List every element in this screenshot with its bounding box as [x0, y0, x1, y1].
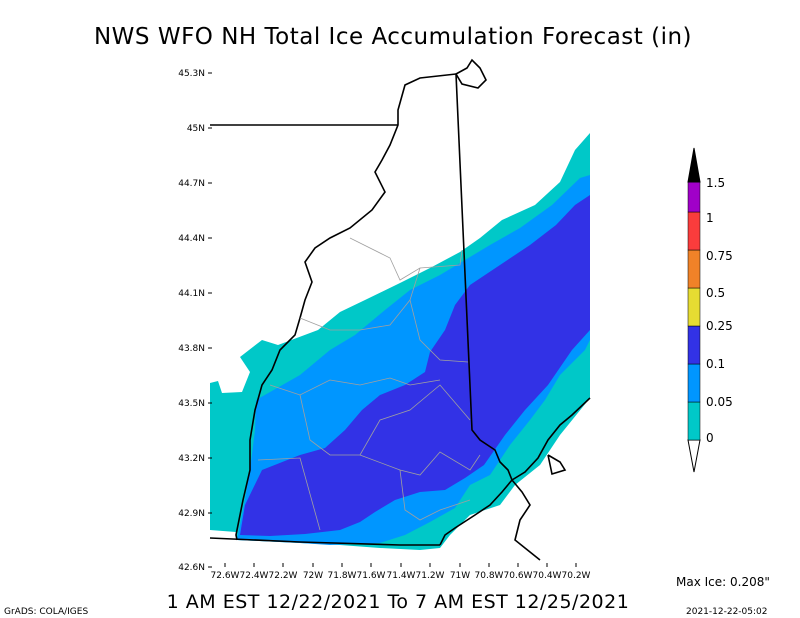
legend-label-3: 0.25: [706, 319, 733, 333]
legend-swatch-0: [687, 439, 701, 473]
legend-label-7: 1.5: [706, 176, 725, 190]
county-lines: [257, 237, 481, 531]
legend-label-5: 0.75: [706, 249, 733, 263]
county-line-carroll: [409, 299, 469, 363]
lat-label-3: 44.4N: [178, 234, 205, 244]
legend-swatch-6: [687, 211, 701, 251]
state-border-south: [209, 537, 440, 546]
legend-label-4: 0.5: [706, 286, 725, 300]
state-border-nh: [454, 58, 487, 89]
ice-band-0-25: [240, 195, 590, 536]
county-line-hillsborough: [257, 451, 481, 531]
legend-label-1: 0.05: [706, 395, 733, 409]
map-subtitle: 1 AM EST 12/22/2021 To 7 AM EST 12/25/20…: [167, 591, 630, 613]
legend-swatch-8: [687, 147, 701, 183]
lat-label-5: 43.8N: [178, 344, 205, 354]
legend-swatch-1: [687, 401, 701, 441]
max-ice-label: Max Ice: 0.208": [676, 575, 770, 589]
lon-label-2: 72.2W: [269, 571, 298, 581]
lon-label-1: 72.4W: [240, 571, 269, 581]
lat-label-6: 43.5N: [178, 399, 205, 409]
legend-swatch-7: [687, 181, 701, 213]
legend-label-2: 0.1: [706, 357, 725, 371]
lon-label-10: 70.6W: [504, 571, 533, 581]
county-line-coos: [349, 237, 463, 281]
lat-label-4: 44.1N: [178, 289, 205, 299]
lat-label-1: 45N: [187, 124, 205, 134]
lon-label-6: 71.4W: [387, 571, 416, 581]
lon-label-3: 72W: [303, 571, 323, 581]
ice-shading: [210, 133, 590, 550]
lat-label-7: 43.2N: [178, 454, 205, 464]
credit-label: GrADS: COLA/IGES: [4, 607, 88, 617]
lat-axis: 45.3N 45N 44.7N 44.4N 44.1N 43.8N 43.5N …: [178, 69, 212, 573]
lat-label-9: 42.6N: [178, 563, 205, 573]
state-border-west: [235, 73, 457, 541]
county-line-grafton: [299, 267, 421, 331]
coastline: [511, 397, 591, 561]
lon-label-5: 71.6W: [357, 571, 386, 581]
legend-swatch-3: [687, 325, 701, 365]
legend-swatch-4: [687, 287, 701, 327]
lon-label-12: 70.2W: [562, 571, 591, 581]
lon-label-8: 71W: [450, 571, 470, 581]
county-line-rockingham: [399, 469, 471, 521]
legend-label-0: 0: [706, 431, 714, 445]
legend-swatch-2: [687, 363, 701, 403]
lon-label-4: 71.8W: [328, 571, 357, 581]
lon-axis: 72.6W 72.4W 72.2W 72W 71.8W 71.6W 71.4W …: [211, 563, 591, 581]
lon-label-7: 71.2W: [416, 571, 445, 581]
legend-swatch-5: [687, 249, 701, 289]
lon-label-9: 70.8W: [475, 571, 504, 581]
boundaries: [209, 58, 591, 561]
color-legend: 0 0.05 0.1 0.25 0.5 0.75 1 1.5: [687, 147, 733, 473]
lat-label-8: 42.9N: [178, 509, 205, 519]
lon-label-11: 70.4W: [533, 571, 562, 581]
map-title: NWS WFO NH Total Ice Accumulation Foreca…: [94, 24, 692, 50]
timestamp-label: 2021-12-22-05:02: [686, 607, 768, 617]
legend-label-6: 1: [706, 211, 714, 225]
county-line-merrimack: [299, 384, 471, 456]
lat-label-0: 45.3N: [178, 69, 205, 79]
lon-label-0: 72.6W: [211, 571, 240, 581]
lat-label-2: 44.7N: [178, 179, 205, 189]
